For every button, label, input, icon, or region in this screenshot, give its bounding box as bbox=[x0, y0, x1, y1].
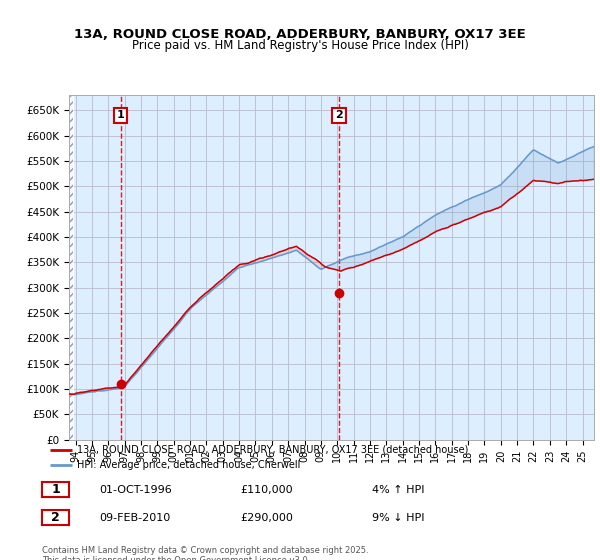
Text: 13A, ROUND CLOSE ROAD, ADDERBURY, BANBURY, OX17 3EE (detached house): 13A, ROUND CLOSE ROAD, ADDERBURY, BANBUR… bbox=[77, 445, 469, 455]
Text: 01-OCT-1996: 01-OCT-1996 bbox=[99, 485, 172, 495]
Text: £110,000: £110,000 bbox=[240, 485, 293, 495]
Text: 09-FEB-2010: 09-FEB-2010 bbox=[99, 513, 170, 523]
Text: Contains HM Land Registry data © Crown copyright and database right 2025.
This d: Contains HM Land Registry data © Crown c… bbox=[42, 546, 368, 560]
Text: 4% ↑ HPI: 4% ↑ HPI bbox=[372, 485, 425, 495]
Text: 9% ↓ HPI: 9% ↓ HPI bbox=[372, 513, 425, 523]
Bar bbox=[69, 85, 73, 440]
Text: Price paid vs. HM Land Registry's House Price Index (HPI): Price paid vs. HM Land Registry's House … bbox=[131, 39, 469, 52]
Text: 2: 2 bbox=[51, 511, 60, 524]
Text: £290,000: £290,000 bbox=[240, 513, 293, 523]
Text: 2: 2 bbox=[335, 110, 343, 120]
Text: 1: 1 bbox=[51, 483, 60, 496]
Text: 1: 1 bbox=[116, 110, 124, 120]
Text: HPI: Average price, detached house, Cherwell: HPI: Average price, detached house, Cher… bbox=[77, 460, 301, 470]
Text: 13A, ROUND CLOSE ROAD, ADDERBURY, BANBURY, OX17 3EE: 13A, ROUND CLOSE ROAD, ADDERBURY, BANBUR… bbox=[74, 28, 526, 41]
